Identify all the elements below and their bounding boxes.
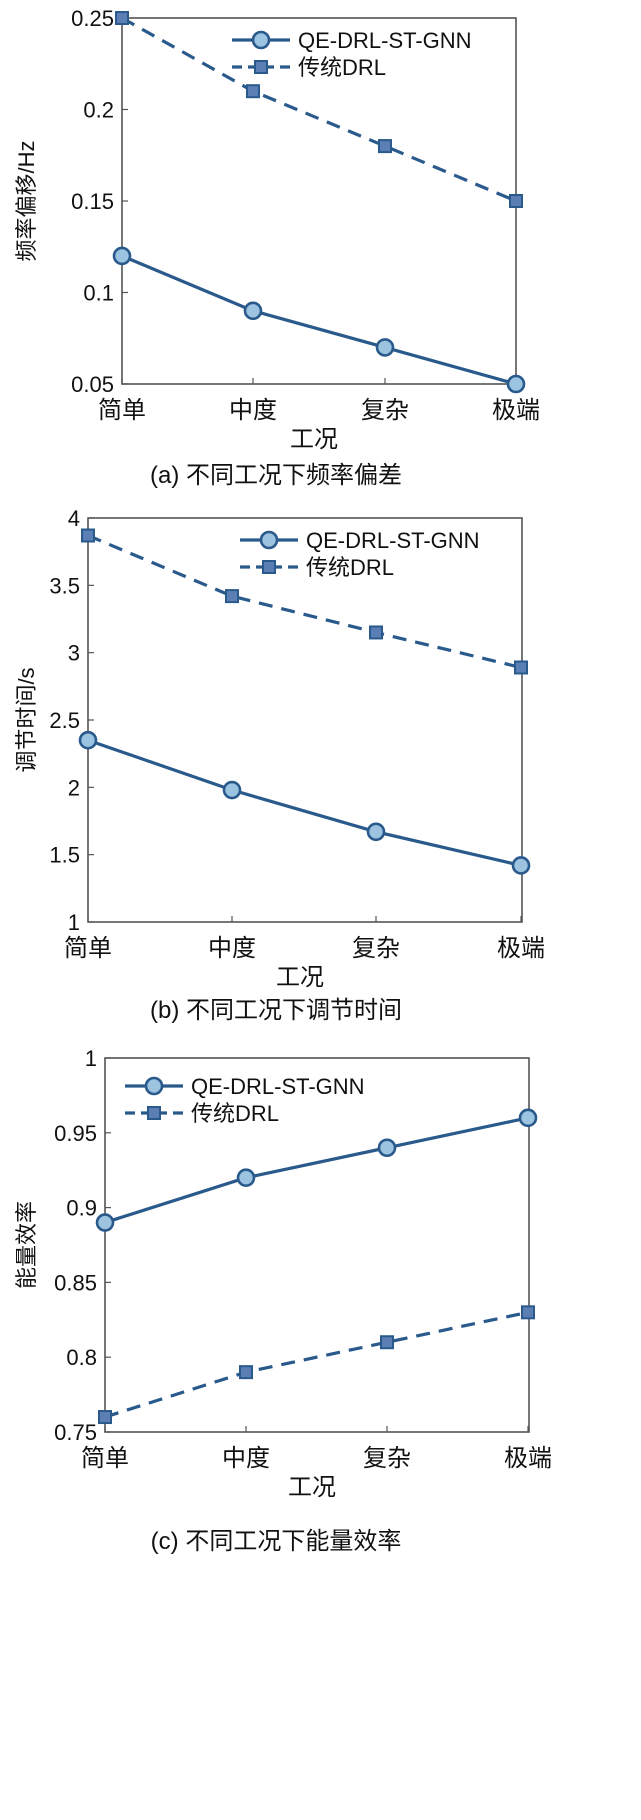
data-point-square [115, 11, 129, 25]
data-point-square [369, 625, 383, 640]
data-point-circle [243, 301, 263, 321]
x-tick-label: 极端 [492, 397, 540, 424]
x-tick-label: 中度 [229, 397, 277, 424]
y-tick-label: 0.2 [83, 98, 114, 123]
data-point-square [521, 1305, 535, 1320]
x-tick-label: 中度 [222, 1445, 270, 1472]
y-axis-label: 能量效率 [14, 1201, 39, 1289]
legend-marker-square [262, 560, 276, 574]
legend-marker-circle [144, 1076, 164, 1096]
x-tick-label: 简单 [98, 397, 146, 424]
series-line-1 [87, 534, 522, 670]
legend-marker-circle [259, 530, 279, 550]
data-point-circle [377, 1138, 397, 1158]
y-tick-label: 2 [68, 775, 80, 800]
x-tick-label: 简单 [81, 1445, 129, 1472]
x-tick-label: 中度 [208, 935, 256, 962]
figure-caption: (a) 不同工况下频率偏差 [150, 462, 402, 489]
y-tick-label: 3.5 [49, 573, 80, 598]
y-tick-label: 0.1 [83, 281, 114, 306]
legend-label-0: QE-DRL-ST-GNN [298, 28, 472, 53]
plot-frame [87, 517, 523, 923]
data-point-circle [366, 822, 386, 842]
series-line-1 [104, 1310, 529, 1419]
y-tick-label: 2.5 [49, 708, 80, 733]
data-point-circle [222, 780, 242, 800]
series-line-0 [121, 254, 517, 386]
figure-caption: (b) 不同工况下调节时间 [150, 997, 402, 1024]
plot-frame [104, 1057, 530, 1433]
data-point-circle [518, 1108, 538, 1128]
legend-marker-circle [251, 30, 271, 50]
legend-label-0: QE-DRL-ST-GNN [306, 528, 480, 553]
data-point-circle [95, 1213, 115, 1232]
y-tick-label: 1 [85, 1046, 97, 1071]
y-tick-label: 1 [68, 910, 80, 935]
y-tick-label: 0.8 [66, 1345, 97, 1370]
x-axis-label: 工况 [290, 426, 338, 453]
data-point-circle [112, 246, 132, 266]
series-line-0 [104, 1116, 529, 1225]
data-point-square [509, 194, 523, 208]
data-point-circle [506, 374, 526, 394]
y-tick-label: 0.85 [54, 1270, 97, 1295]
y-tick-label: 0.05 [71, 372, 114, 397]
data-point-square [380, 1335, 394, 1350]
x-tick-label: 复杂 [363, 1445, 411, 1472]
y-tick-label: 3 [68, 641, 80, 666]
y-tick-label: 0.9 [66, 1196, 97, 1221]
x-tick-label: 简单 [64, 935, 112, 962]
data-point-square [246, 84, 260, 99]
legend-label-1: 传统DRL [298, 55, 386, 80]
data-point-square [514, 660, 528, 675]
y-tick-label: 0.95 [54, 1121, 97, 1146]
y-tick-label: 0.75 [54, 1420, 97, 1445]
y-tick-label: 0.25 [71, 6, 114, 31]
data-point-square [98, 1410, 112, 1425]
x-tick-label: 极端 [504, 1445, 552, 1472]
y-tick-label: 4 [68, 506, 80, 531]
data-point-square [225, 589, 239, 604]
y-tick-label: 1.5 [49, 843, 80, 868]
legend-label-0: QE-DRL-ST-GNN [191, 1074, 365, 1099]
x-tick-label: 复杂 [361, 397, 409, 424]
legend-marker-square [254, 60, 268, 74]
figure-caption: (c) 不同工况下能量效率 [151, 1528, 402, 1555]
x-axis-label: 工况 [288, 1474, 336, 1501]
x-tick-label: 极端 [497, 935, 545, 962]
data-point-square [378, 139, 392, 154]
data-point-circle [375, 338, 395, 357]
data-point-circle [511, 856, 531, 875]
data-point-square [239, 1365, 253, 1380]
y-axis-label: 调节时间/s [14, 667, 39, 772]
data-point-circle [236, 1168, 256, 1187]
series-line-1 [121, 16, 517, 203]
y-tick-label: 0.15 [71, 189, 114, 214]
x-tick-label: 复杂 [352, 935, 400, 962]
data-point-square [81, 528, 95, 543]
x-axis-label: 工况 [276, 964, 324, 991]
y-axis-label: 频率偏移/Hz [14, 140, 39, 261]
legend-label-1: 传统DRL [191, 1101, 279, 1126]
series-line-0 [87, 738, 522, 867]
legend-marker-square [147, 1106, 161, 1120]
data-point-circle [78, 730, 98, 750]
legend-label-1: 传统DRL [306, 555, 394, 580]
